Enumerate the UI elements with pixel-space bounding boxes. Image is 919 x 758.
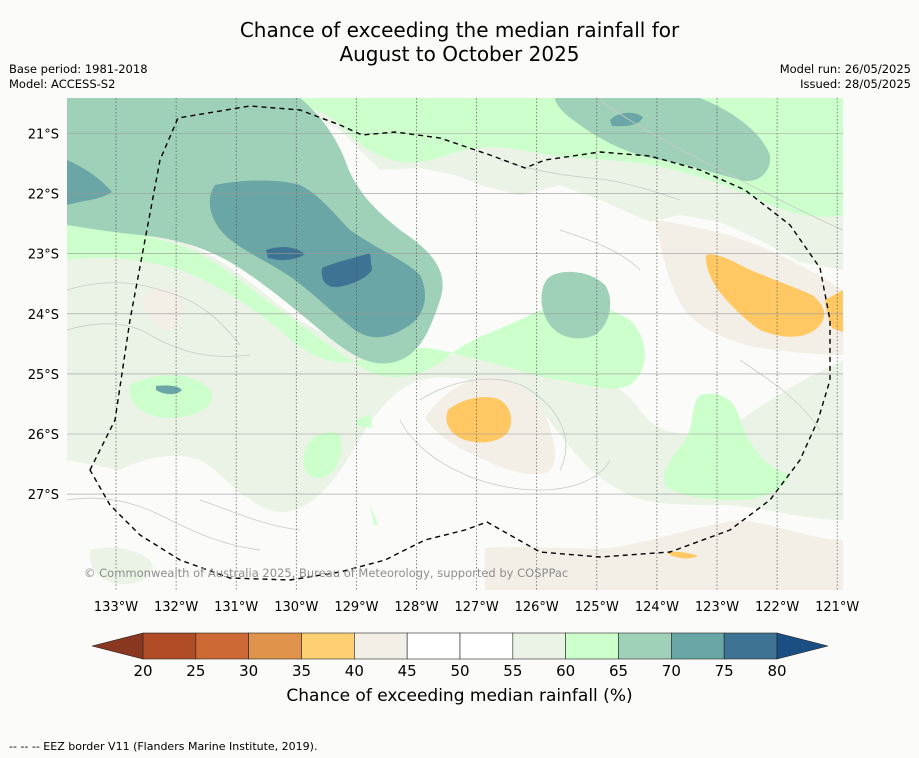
latitude-label: 22°S <box>28 188 59 203</box>
colorbar-cell <box>142 632 197 660</box>
copyright-text: © Commonwealth of Australia 2025, Bureau… <box>84 566 568 580</box>
latitude-labels: 21°S 22°S 23°S 24°S 25°S 26°S 27°S <box>28 128 59 504</box>
colorbar-tick-label: 45 <box>398 662 417 680</box>
graticule <box>67 98 843 590</box>
run-info: Model run: 26/05/2025 Issued: 28/05/2025 <box>780 62 911 92</box>
title-line-1: Chance of exceeding the median rainfall … <box>239 18 680 42</box>
longitude-label: 129°W <box>334 600 378 615</box>
title-line-2: August to October 2025 <box>339 42 580 66</box>
contour-55-sw <box>89 547 153 585</box>
longitude-label: 127°W <box>455 600 499 615</box>
colorbar-tick-label: 25 <box>186 662 205 680</box>
colorbar-cell <box>195 632 249 660</box>
colorbar: 20 25 30 35 40 45 50 55 60 65 70 75 80 <box>91 632 829 680</box>
probability-field <box>67 98 843 590</box>
contour-35-east <box>705 254 825 337</box>
contour-lines <box>67 99 843 551</box>
latitude-label: 27°S <box>28 488 59 503</box>
latitude-label: 23°S <box>28 248 59 263</box>
contour-40-south <box>485 520 843 590</box>
contour-70-sw <box>156 385 182 395</box>
longitude-label: 128°W <box>394 600 438 615</box>
latitude-label: 24°S <box>28 308 59 323</box>
colorbar-tick-label: 75 <box>715 662 734 680</box>
colorbar-tick-label: 70 <box>662 662 681 680</box>
contour-35-south <box>667 551 698 559</box>
model-info: Base period: 1981-2018 Model: ACCESS-S2 <box>9 62 148 92</box>
map-title: Chance of exceeding the median rainfall … <box>0 18 919 66</box>
colorbar-cell <box>565 632 619 660</box>
latitude-label: 21°S <box>28 128 59 143</box>
contour-65-center <box>541 271 611 339</box>
contour-60-east <box>664 393 790 500</box>
colorbar-cells <box>142 632 778 660</box>
colorbar-over-arrow <box>776 632 829 660</box>
model-name: Model: ACCESS-S2 <box>9 77 116 91</box>
colorbar-cell <box>459 632 514 660</box>
colorbar-tick-label: 20 <box>133 662 152 680</box>
colorbar-cell <box>671 632 725 660</box>
contour-60-small-2 <box>356 414 372 428</box>
colorbar-tick-label: 55 <box>503 662 522 680</box>
longitude-label: 125°W <box>575 600 619 615</box>
eez-border <box>89 105 831 581</box>
colorbar-tick-label: 80 <box>767 662 786 680</box>
colorbar-cell <box>301 632 355 660</box>
colorbar-cell <box>723 632 778 660</box>
contour-35-edge <box>825 290 843 332</box>
colorbar-cell <box>406 632 461 660</box>
contour-70-main <box>209 180 425 338</box>
longitude-label: 132°W <box>154 600 198 615</box>
contour-35-center <box>446 397 512 443</box>
colorbar-cell <box>512 632 566 660</box>
colorbar-tick-label: 35 <box>292 662 311 680</box>
contour-55-center <box>67 220 843 520</box>
colorbar-ticks: 20 25 30 35 40 45 50 55 60 65 70 75 80 <box>133 662 786 680</box>
longitude-label: 122°W <box>755 600 799 615</box>
colorbar-cell <box>248 632 302 660</box>
contour-60-small-3 <box>370 505 378 525</box>
colorbar-cell <box>618 632 672 660</box>
contour-60-small-1 <box>303 432 342 478</box>
contour-60-band <box>67 215 645 389</box>
issued-date: Issued: 28/05/2025 <box>800 77 911 91</box>
longitude-label: 133°W <box>94 600 138 615</box>
longitude-label: 126°W <box>515 600 559 615</box>
longitude-label: 121°W <box>815 600 859 615</box>
colorbar-cell <box>354 632 408 660</box>
colorbar-tick-label: 40 <box>345 662 364 680</box>
contour-75-a <box>321 253 372 288</box>
contour-40-west <box>142 288 184 330</box>
longitude-labels: 133°W 132°W 131°W 130°W 129°W 128°W 127°W 126°W… <box>94 600 860 615</box>
colorbar-under-arrow <box>91 632 144 660</box>
longitude-label: 130°W <box>274 600 318 615</box>
colorbar-tick-label: 30 <box>239 662 258 680</box>
model-run: Model run: 26/05/2025 <box>779 62 911 76</box>
latitude-label: 25°S <box>28 368 59 383</box>
eez-footnote: -- -- -- EEZ border V11 (Flanders Marine… <box>9 740 318 753</box>
longitude-label: 123°W <box>695 600 739 615</box>
colorbar-tick-label: 65 <box>609 662 628 680</box>
colorbar-tick-label: 50 <box>450 662 469 680</box>
colorbar-label: Chance of exceeding median rainfall (%) <box>286 686 633 706</box>
base-period: Base period: 1981-2018 <box>9 62 148 76</box>
longitude-label: 124°W <box>635 600 679 615</box>
longitude-label: 131°W <box>214 600 258 615</box>
colorbar-tick-label: 60 <box>556 662 575 680</box>
latitude-label: 26°S <box>28 428 59 443</box>
contour-60-west <box>129 374 213 418</box>
